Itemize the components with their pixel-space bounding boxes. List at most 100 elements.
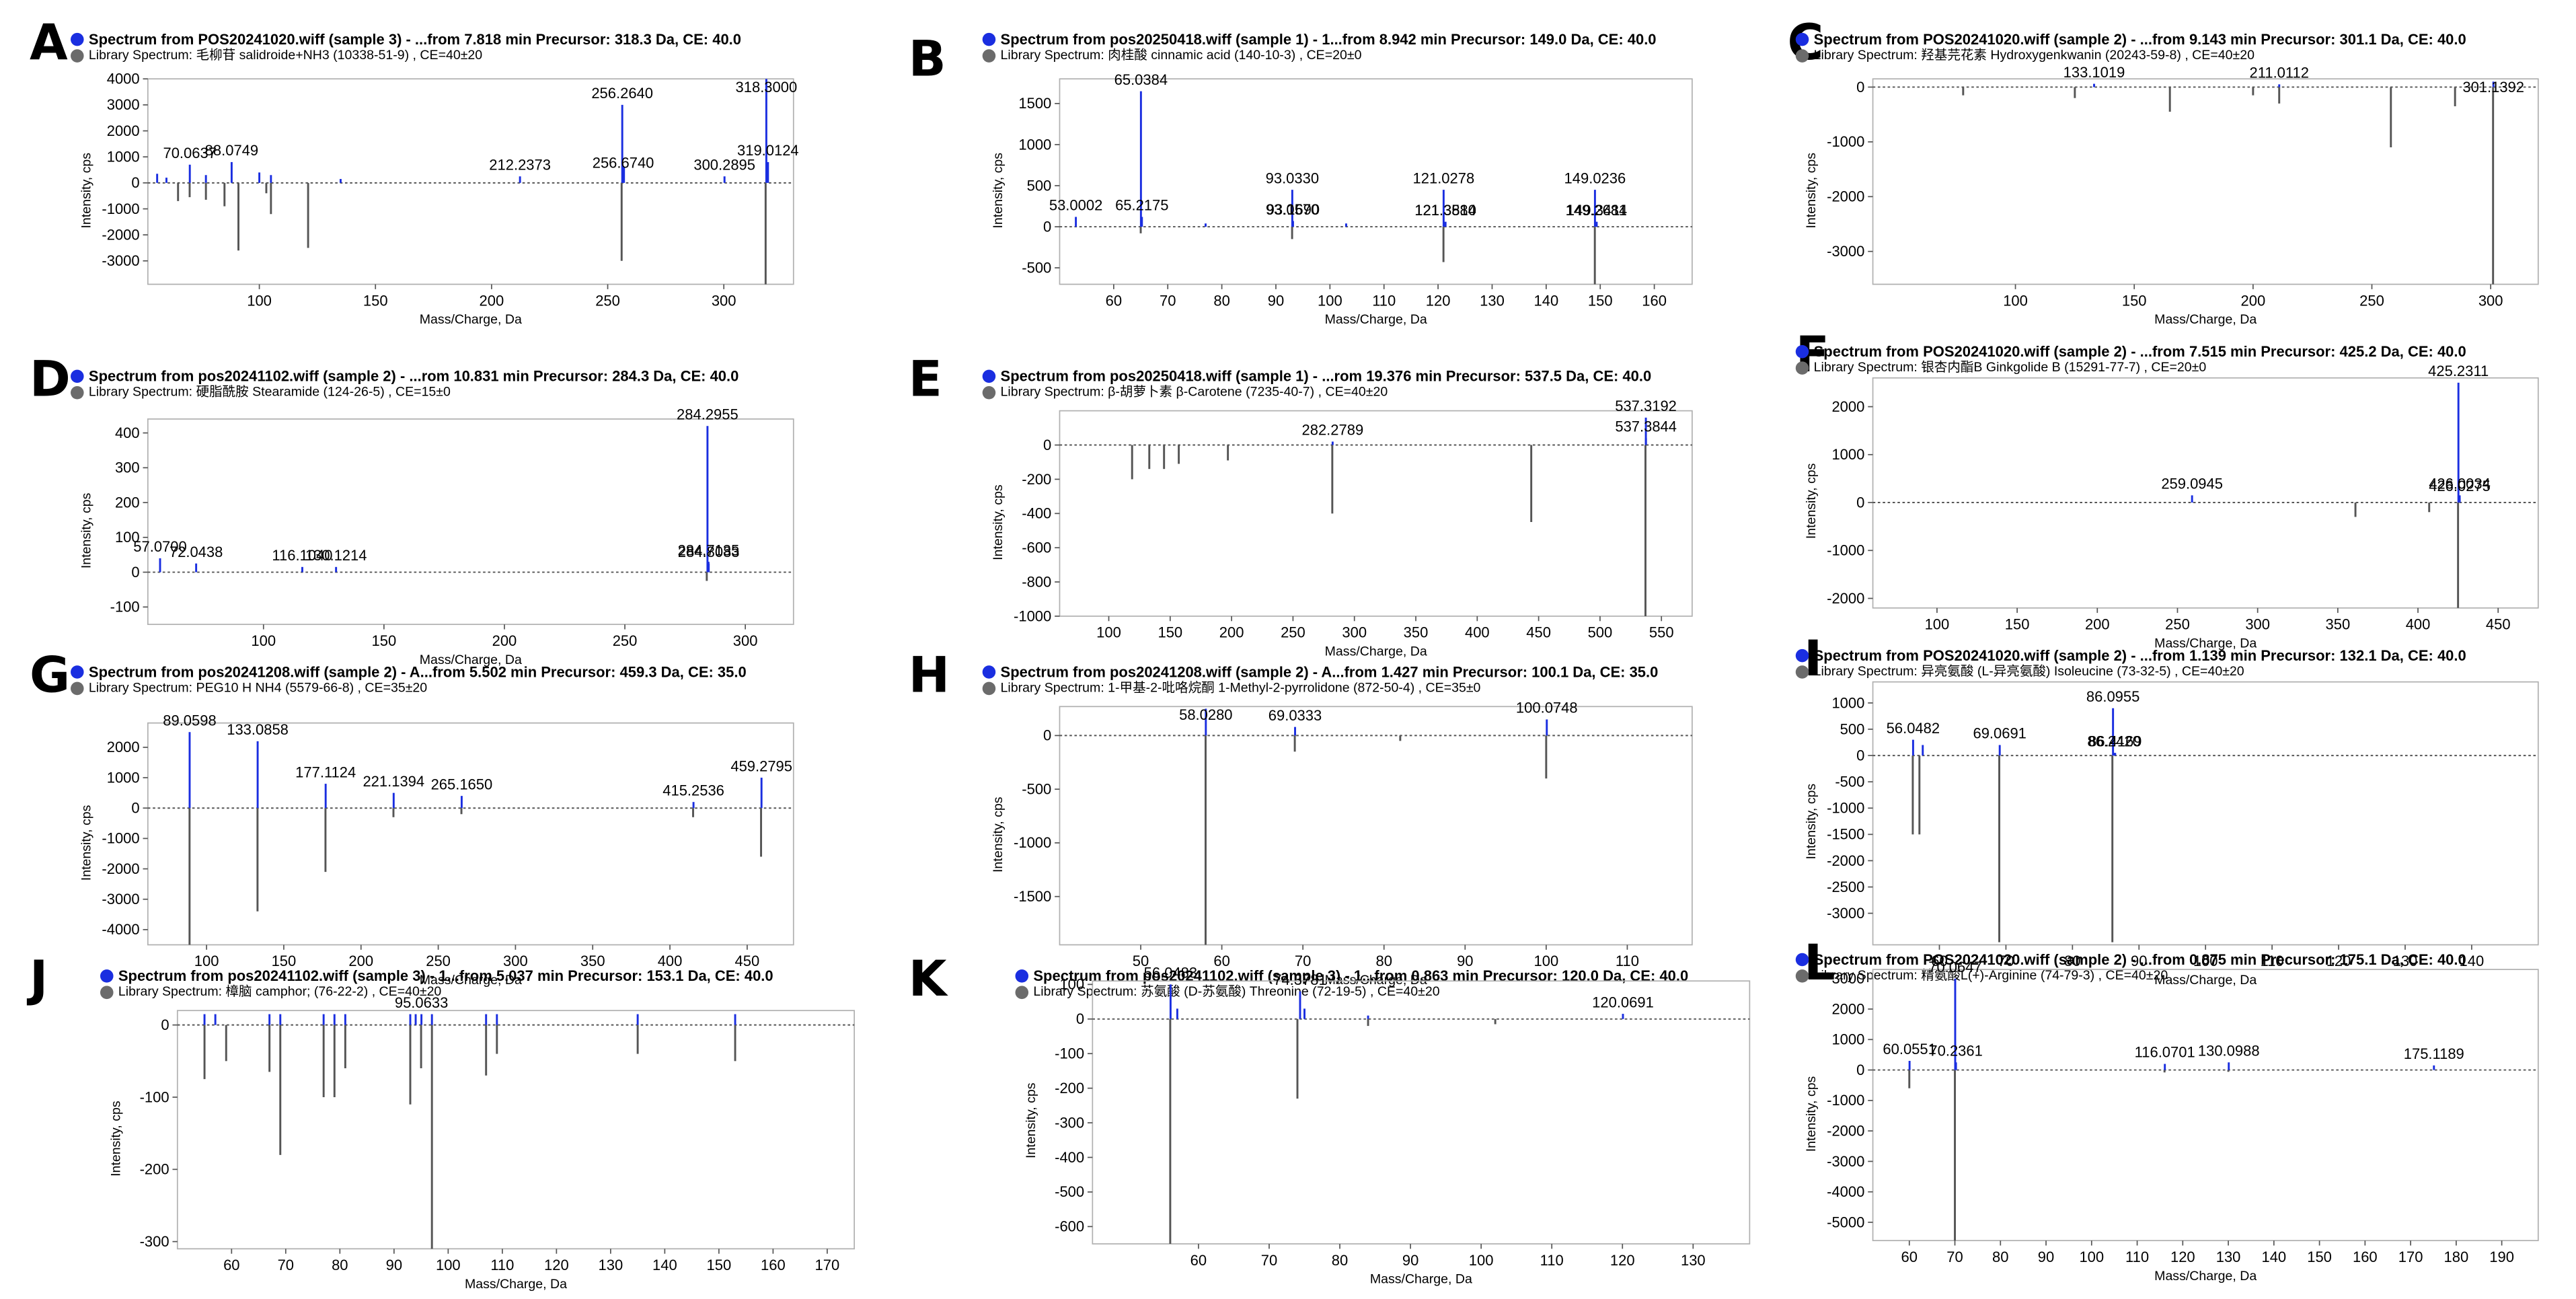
spectrum-title: Spectrum from POS20241020.wiff (sample 2… [1813, 31, 2466, 48]
peak-label: 426.0034 [2429, 476, 2491, 492]
peak-label: 88.0749 [205, 142, 258, 159]
peak-label: 56.0483 [1144, 965, 1197, 981]
x-tick-label: 160 [2353, 1249, 2378, 1265]
x-tick-label: 110 [1372, 292, 1396, 309]
x-tick-label: 130 [599, 1257, 623, 1273]
library-title: Library Spectrum: 羟基芫花素 Hydroxygenkwanin… [1813, 47, 2255, 63]
library-legend-icon [71, 386, 84, 400]
peak-label: 426.0275 [2429, 478, 2491, 494]
y-tick-label: -600 [1055, 1218, 1084, 1235]
y-tick-label: 0 [1856, 747, 1864, 764]
panel-header-f: Spectrum from POS20241020.wiff (sample 2… [1774, 342, 2546, 381]
x-tick-label: 120 [1610, 1252, 1635, 1269]
x-tick-label: 160 [1642, 292, 1667, 309]
x-tick-label: 140 [1534, 292, 1559, 309]
plot-frame [1872, 377, 2539, 609]
x-tick-label: 120 [1426, 292, 1451, 309]
mirror-spectrum-plot-i: 1000 500 0 -500 -1000 -1500 -2000 -2500 -3000 60 7… [1827, 681, 2539, 969]
panel-letter-g: G [29, 647, 71, 705]
y-tick-label: -1000 [1827, 542, 1864, 559]
peak-label: 74.3781 [1273, 971, 1326, 988]
mirror-spectrum-plot-c: 0 -1000 -2000 -3000 100 150 200 250 300 133.1019 2… [1827, 64, 2539, 309]
library-title: Library Spectrum: 毛柳苷 salidroide+NH3 (10… [88, 47, 483, 63]
x-axis-label: Mass/Charge, Da [1324, 973, 1427, 988]
y-tick-label: -5000 [1827, 1214, 1864, 1230]
experimental-legend-icon [100, 969, 114, 983]
x-tick-label: 70 [1261, 1252, 1277, 1269]
x-tick-label: 150 [363, 292, 388, 309]
x-axis-label: Mass/Charge, Da [2154, 636, 2257, 651]
y-tick-label: 2000 [1831, 1000, 1864, 1017]
y-tick-label: -1000 [1014, 834, 1051, 851]
y-tick-label: -1500 [1827, 826, 1864, 843]
peak-label: 95.0633 [395, 994, 448, 1011]
peak-label: 93.0570 [1266, 201, 1319, 218]
experimental-legend-icon [1795, 344, 1809, 359]
x-tick-label: 130 [2216, 1249, 2241, 1265]
peak-label: 65.2175 [1115, 197, 1168, 214]
x-tick-label: 100 [2079, 1249, 2104, 1265]
x-axis-label: Mass/Charge, Da [1324, 644, 1427, 659]
peak-label: 130.1214 [305, 547, 367, 564]
peak-label: 265.1650 [431, 776, 493, 792]
y-tick-label: -1000 [1827, 133, 1864, 150]
x-tick-label: 90 [1402, 1252, 1418, 1269]
peak-label: 212.2373 [489, 156, 551, 173]
panel-j: J Spectrum from pos20241102.wiff (sample … [29, 951, 856, 1298]
panel-header-e: Spectrum from pos20250418.wiff (sample 1… [961, 367, 1733, 406]
x-tick-label: 100 [1096, 624, 1121, 641]
panel-letter-b: B [908, 31, 946, 89]
peak-label: 70.0637 [163, 145, 216, 161]
library-legend-icon [982, 49, 996, 63]
library-legend-icon [71, 681, 84, 696]
x-tick-label: 110 [1616, 953, 1639, 969]
y-tick-label: 0 [131, 800, 139, 817]
y-tick-label: 300 [115, 459, 140, 476]
y-tick-label: -500 [1835, 774, 1864, 790]
x-tick-label: 90 [1268, 292, 1284, 309]
y-tick-label: 200 [115, 494, 140, 511]
y-tick-label: -400 [1022, 505, 1051, 522]
y-tick-label: -1000 [1827, 1092, 1864, 1109]
peak-label: 58.0280 [1179, 706, 1232, 723]
peak-label: 69.0691 [1973, 725, 2026, 742]
peak-label: 425.2311 [2428, 363, 2489, 379]
x-tick-label: 200 [480, 292, 504, 309]
spectrum-title: Spectrum from pos20250418.wiff (sample 1… [1000, 368, 1652, 385]
x-tick-label: 150 [1588, 292, 1613, 309]
peak-label: 211.0112 [2250, 65, 2309, 81]
peak-label: 133.1019 [2063, 64, 2125, 81]
x-tick-label: 70 [1998, 953, 2014, 969]
panel-b: B Spectrum from pos20250418.wiff (sample … [901, 16, 1698, 328]
x-tick-label: 250 [595, 292, 620, 309]
x-tick-label: 100 [2003, 292, 2028, 309]
peak-label: 86.4169 [2088, 733, 2142, 749]
x-tick-label: 90 [2038, 1249, 2054, 1265]
panel-letter-h: H [908, 647, 950, 705]
x-axis-label: Mass/Charge, Da [464, 1276, 568, 1292]
x-tick-label: 250 [426, 953, 451, 969]
x-tick-label: 450 [1526, 624, 1551, 641]
x-tick-label: 80 [1992, 1249, 2008, 1265]
panel-letter-j: J [29, 951, 48, 1009]
y-tick-label: -4000 [1827, 1183, 1864, 1200]
mirror-spectrum-plot-e: 0 -200 -400 -600 -800 -1000 100 150 200 250 300 350… [1014, 398, 1693, 641]
x-tick-label: 400 [2406, 616, 2431, 633]
y-tick-label: 0 [1043, 218, 1051, 235]
y-tick-label: -500 [1055, 1183, 1084, 1200]
panel-h: H Spectrum from pos20241208.wiff (sample … [901, 647, 1698, 988]
peak-label: 130.0988 [2198, 1042, 2260, 1059]
x-tick-label: 300 [733, 632, 758, 649]
x-tick-label: 200 [348, 953, 373, 969]
peak-label: 86.2420 [2087, 733, 2140, 749]
y-tick-label: -1000 [102, 200, 139, 217]
y-tick-label: 1500 [1018, 95, 1051, 112]
mirror-spectrum-plot-a: 4000 3000 2000 1000 0 -1000 -2000 -3000 100 150 20… [102, 71, 798, 309]
panel-header-g: Spectrum from pos20241208.wiff (sample 2… [49, 662, 821, 702]
x-tick-label: 300 [503, 953, 528, 969]
x-tick-label: 130 [1480, 292, 1505, 309]
mirror-spectrum-plot-k: 100 0 -100 -200 -300 -400 -500 -600 60 70 80 90 100 1… [1055, 965, 1751, 1269]
peak-label: 177.1124 [295, 764, 356, 780]
panel-e: E Spectrum from pos20250418.wiff (sample … [901, 353, 1698, 665]
plot-frame [1872, 969, 2539, 1242]
